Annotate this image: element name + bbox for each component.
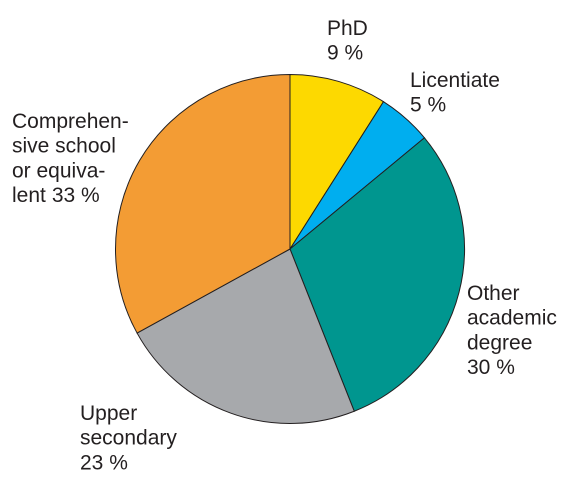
label-line: academic [467, 307, 557, 330]
value-label: 33 % [52, 184, 100, 207]
pie-slice [289, 73, 385, 251]
slice-label: Other academic degree 30 % [467, 282, 557, 379]
slice-label: Upper secondary 23 % [80, 402, 177, 474]
pie-slice [136, 248, 355, 424]
slice-label: PhD 9 % [327, 17, 368, 65]
label-line: Other [467, 282, 520, 305]
slice-label: Licentiate 5 % [410, 69, 500, 117]
value-label: 5 % [410, 94, 446, 117]
label-line: or equiva- [12, 159, 105, 182]
value-label: 30 % [467, 356, 515, 379]
label-line: Licentiate [410, 69, 500, 92]
value-label: 9 % [327, 42, 363, 65]
label-line: Upper [80, 402, 137, 425]
label-line: degree [467, 331, 532, 354]
label-line: PhD [327, 17, 368, 40]
label-line: lent [12, 184, 46, 207]
label-line: Comprehen- [12, 110, 129, 133]
pie-slice [114, 73, 291, 334]
label-line: secondary [80, 427, 177, 450]
value-label: 23 % [80, 451, 128, 474]
slice-label: Comprehen-sive school or equiva-lent 33 % [12, 110, 129, 207]
pie-slice [289, 137, 465, 412]
label-line: sive school [12, 135, 116, 158]
